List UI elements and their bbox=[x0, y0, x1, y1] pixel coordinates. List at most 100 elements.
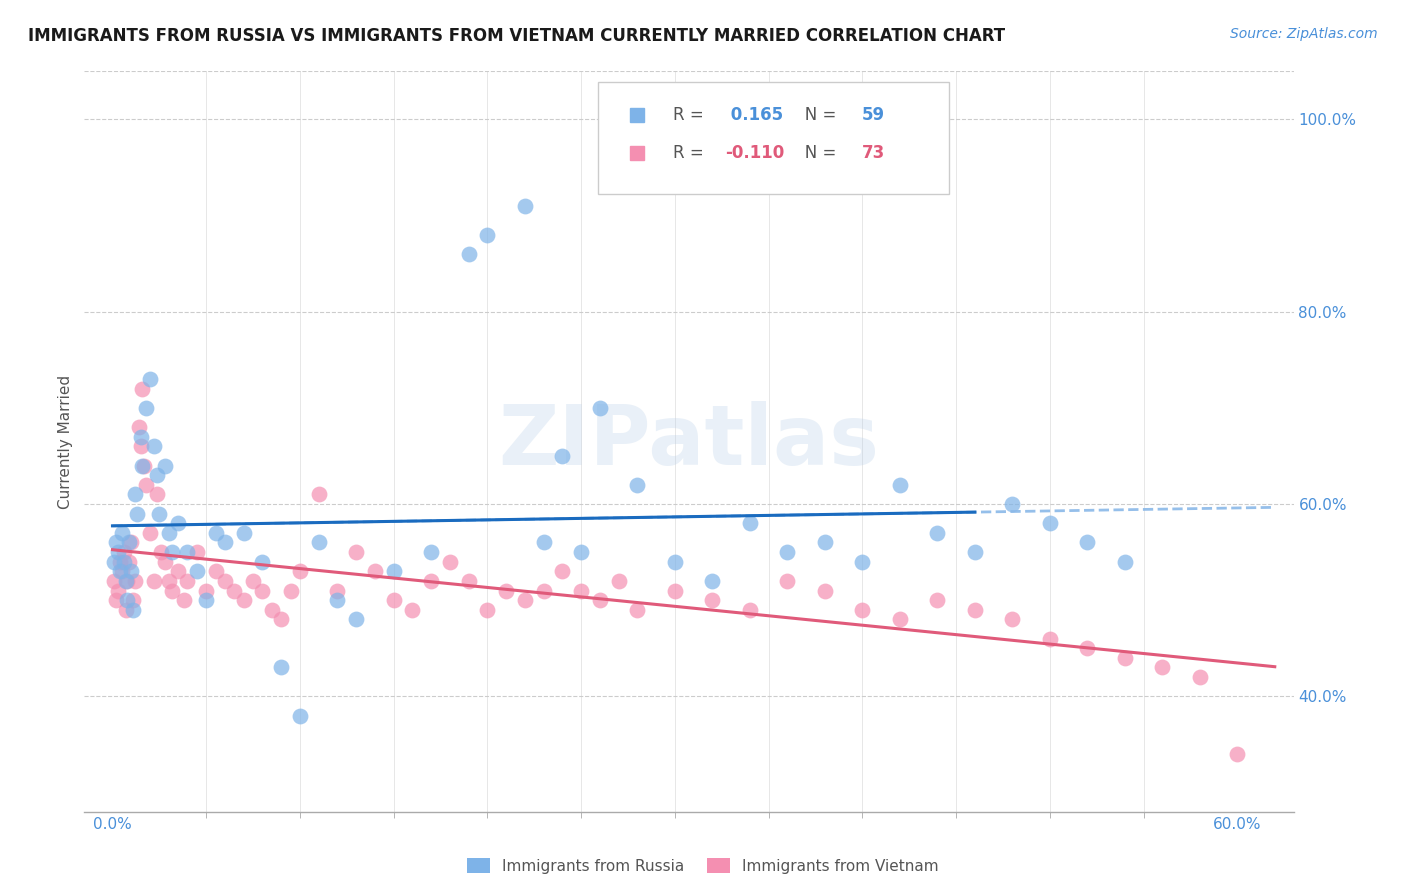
Point bbox=[533, 583, 555, 598]
Point bbox=[128, 420, 150, 434]
Point bbox=[146, 487, 169, 501]
Point bbox=[851, 555, 873, 569]
Point bbox=[112, 555, 135, 569]
Point bbox=[439, 555, 461, 569]
Point bbox=[477, 603, 499, 617]
Point bbox=[344, 612, 367, 626]
Point bbox=[607, 574, 630, 588]
Point bbox=[157, 525, 180, 540]
Point bbox=[1001, 497, 1024, 511]
Point bbox=[1001, 612, 1024, 626]
Point bbox=[150, 545, 173, 559]
Point bbox=[889, 612, 911, 626]
Point bbox=[195, 593, 218, 607]
Point bbox=[186, 565, 208, 579]
Text: R =: R = bbox=[673, 144, 709, 161]
Point bbox=[124, 487, 146, 501]
Point bbox=[513, 593, 536, 607]
Text: IMMIGRANTS FROM RUSSIA VS IMMIGRANTS FROM VIETNAM CURRENTLY MARRIED CORRELATION : IMMIGRANTS FROM RUSSIA VS IMMIGRANTS FRO… bbox=[28, 27, 1005, 45]
Text: N =: N = bbox=[789, 106, 842, 124]
Point bbox=[111, 565, 134, 579]
Point bbox=[232, 525, 254, 540]
Point bbox=[157, 574, 180, 588]
Text: 59: 59 bbox=[862, 106, 884, 124]
Point bbox=[103, 555, 125, 569]
Point bbox=[135, 401, 157, 415]
Point bbox=[814, 535, 837, 549]
Point bbox=[107, 583, 129, 598]
Point bbox=[364, 565, 387, 579]
Point bbox=[176, 545, 198, 559]
Point bbox=[232, 593, 254, 607]
Point bbox=[118, 535, 141, 549]
Point bbox=[117, 574, 139, 588]
Point bbox=[626, 603, 648, 617]
Point bbox=[153, 458, 176, 473]
Point bbox=[114, 574, 136, 588]
Legend: Immigrants from Russia, Immigrants from Vietnam: Immigrants from Russia, Immigrants from … bbox=[461, 852, 945, 880]
Point bbox=[195, 583, 218, 598]
Point bbox=[108, 555, 131, 569]
Point bbox=[124, 574, 146, 588]
Text: R =: R = bbox=[673, 106, 709, 124]
Point bbox=[1114, 651, 1136, 665]
Point bbox=[125, 507, 148, 521]
Point bbox=[589, 401, 612, 415]
Point bbox=[420, 574, 443, 588]
Point bbox=[204, 525, 226, 540]
Point bbox=[457, 574, 479, 588]
Point bbox=[1076, 641, 1098, 656]
Y-axis label: Currently Married: Currently Married bbox=[58, 375, 73, 508]
Point bbox=[120, 535, 142, 549]
Point bbox=[702, 574, 724, 588]
Point bbox=[477, 227, 499, 242]
Point bbox=[288, 708, 311, 723]
Point bbox=[382, 565, 405, 579]
Point bbox=[167, 516, 190, 531]
Point bbox=[224, 583, 246, 598]
Point bbox=[326, 583, 349, 598]
Text: 0.165: 0.165 bbox=[725, 106, 783, 124]
Point bbox=[242, 574, 264, 588]
Point bbox=[167, 565, 190, 579]
Point bbox=[382, 593, 405, 607]
FancyBboxPatch shape bbox=[599, 82, 949, 194]
Point bbox=[738, 603, 761, 617]
Point bbox=[326, 593, 349, 607]
Point bbox=[270, 612, 292, 626]
Point bbox=[148, 507, 170, 521]
Point bbox=[134, 458, 156, 473]
Point bbox=[280, 583, 302, 598]
Point bbox=[702, 593, 724, 607]
Point bbox=[1039, 516, 1062, 531]
Point bbox=[569, 583, 592, 598]
Point bbox=[589, 593, 612, 607]
Point bbox=[495, 583, 517, 598]
Point bbox=[420, 545, 443, 559]
Point bbox=[120, 565, 142, 579]
Point bbox=[103, 574, 125, 588]
Point bbox=[889, 478, 911, 492]
Point bbox=[664, 555, 686, 569]
Point bbox=[186, 545, 208, 559]
Point bbox=[214, 535, 236, 549]
Point bbox=[1114, 555, 1136, 569]
Point bbox=[162, 545, 184, 559]
Point bbox=[308, 487, 330, 501]
Point bbox=[270, 660, 292, 674]
Point bbox=[111, 525, 134, 540]
Point bbox=[963, 545, 986, 559]
Point bbox=[131, 458, 153, 473]
Point bbox=[569, 545, 592, 559]
Text: Source: ZipAtlas.com: Source: ZipAtlas.com bbox=[1230, 27, 1378, 41]
Point bbox=[927, 593, 949, 607]
Text: -0.110: -0.110 bbox=[725, 144, 785, 161]
Point bbox=[129, 430, 152, 444]
Point bbox=[963, 603, 986, 617]
Point bbox=[139, 372, 162, 386]
Point bbox=[738, 516, 761, 531]
Point bbox=[288, 565, 311, 579]
Point bbox=[260, 603, 283, 617]
Point bbox=[308, 535, 330, 549]
Point bbox=[344, 545, 367, 559]
